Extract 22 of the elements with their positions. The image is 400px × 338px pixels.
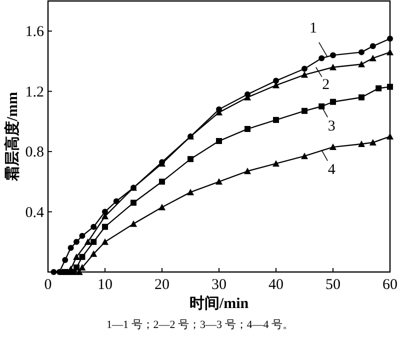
x-tick-label: 0 bbox=[44, 277, 52, 293]
x-axis-title: 时间/min bbox=[189, 295, 250, 312]
annotation: 4 bbox=[328, 162, 336, 178]
annotation: 3 bbox=[328, 118, 336, 134]
annotation: 2 bbox=[316, 66, 330, 94]
annotation: 1 bbox=[310, 20, 328, 58]
annotation: 4 bbox=[321, 150, 336, 178]
text: 1—1 号；2—2 号；3—3 号；4—4 号。 bbox=[106, 319, 294, 331]
x-tick-label: 50 bbox=[326, 277, 340, 293]
annotation: 3 bbox=[321, 106, 336, 134]
annotation: 1 bbox=[310, 20, 318, 37]
x-tick-label: 40 bbox=[268, 277, 284, 293]
y-tick-label: 1.6 bbox=[25, 24, 44, 40]
x-tick-label: 10 bbox=[98, 277, 112, 293]
y-tick-label: 0.8 bbox=[25, 144, 44, 161]
annotation: 2 bbox=[322, 77, 330, 94]
y-axis-title: 霜层高度/mm bbox=[3, 91, 21, 182]
y-tick-label: 0.4 bbox=[25, 204, 44, 221]
x-tick-label: 30 bbox=[212, 277, 226, 293]
y-tick-label: 1.2 bbox=[25, 84, 44, 100]
x-tick-label: 20 bbox=[154, 277, 170, 293]
x-tick-label: 60 bbox=[382, 277, 398, 293]
